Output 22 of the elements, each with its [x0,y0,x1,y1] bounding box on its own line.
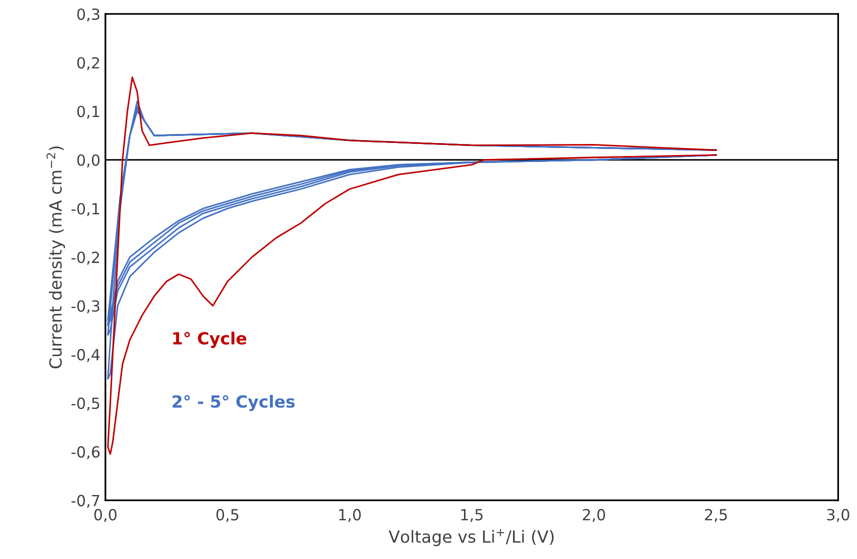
y-tick-label: 0,2 [77,57,100,70]
y-tick-label: -0,7 [71,494,100,508]
x-tick-label: 2,0 [582,508,606,522]
y-tick-label: -0,6 [71,446,100,460]
y-axis-title: Current density (mA cm$^{−2}$) [46,146,66,368]
text: 1° Cycle [173,332,246,348]
y-tick-label: -0,2 [71,252,100,265]
y-tick-label: -0,1 [71,202,100,216]
y-tick-label: 0,1 [77,106,100,119]
x-tick-label: 0,5 [216,508,238,522]
x-tick-label: 2,5 [704,508,727,522]
y-tick-label: -0,4 [71,348,100,362]
y-tick-label: -0,3 [71,300,100,314]
x-axis-title: Voltage vs Li$^{+}$/Li (V) [388,528,554,546]
y-tick-label: 0,0 [77,154,100,168]
y-tick-label: -0,5 [71,398,100,411]
x-tick-label: 1,0 [339,508,361,522]
x-tick-label: 0,0 [94,508,117,522]
x-tick-label: 3,0 [827,508,850,522]
text: 2° - 5° Cycles [172,394,295,412]
x-tick-label: 1,5 [461,509,483,522]
y-tick-label: 0,3 [77,8,100,22]
